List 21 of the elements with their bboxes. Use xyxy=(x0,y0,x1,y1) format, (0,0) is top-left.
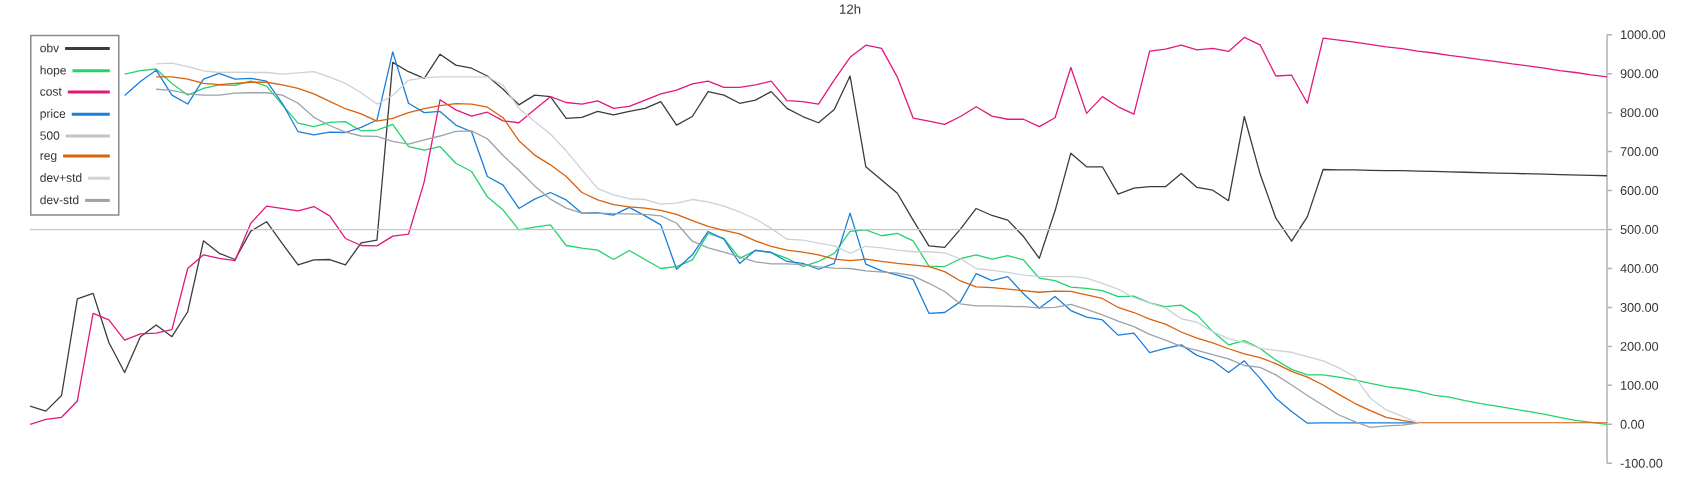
legend-label: hope xyxy=(40,65,66,77)
legend-label: reg xyxy=(40,153,57,163)
legend-label: obv xyxy=(40,43,60,53)
y-tick-label: 600.00 xyxy=(1620,186,1659,196)
y-tick-label: 300.00 xyxy=(1620,302,1659,312)
y-tick-label: 100.00 xyxy=(1621,380,1659,390)
legend-label: dev+std xyxy=(40,173,82,182)
legend-label: 500 xyxy=(40,131,60,140)
y-tick-label: 500.00 xyxy=(1620,225,1659,234)
chart-title: 12h xyxy=(840,4,861,14)
y-tick-label: 400.00 xyxy=(1620,264,1659,273)
y-tick-label: 0.00 xyxy=(1620,419,1645,429)
legend-label: price xyxy=(40,109,66,121)
y-tick-label: 1000.00 xyxy=(1621,30,1666,40)
y-tick-label: 700.00 xyxy=(1620,147,1659,157)
y-tick-label: 200.00 xyxy=(1620,341,1659,351)
legend-label: cost xyxy=(40,87,62,96)
legend-label: dev-std xyxy=(40,195,79,205)
y-tick-label: -100.00 xyxy=(1620,458,1663,468)
y-tick-label: 800.00 xyxy=(1620,108,1659,118)
y-tick-label: 900.00 xyxy=(1620,69,1659,79)
